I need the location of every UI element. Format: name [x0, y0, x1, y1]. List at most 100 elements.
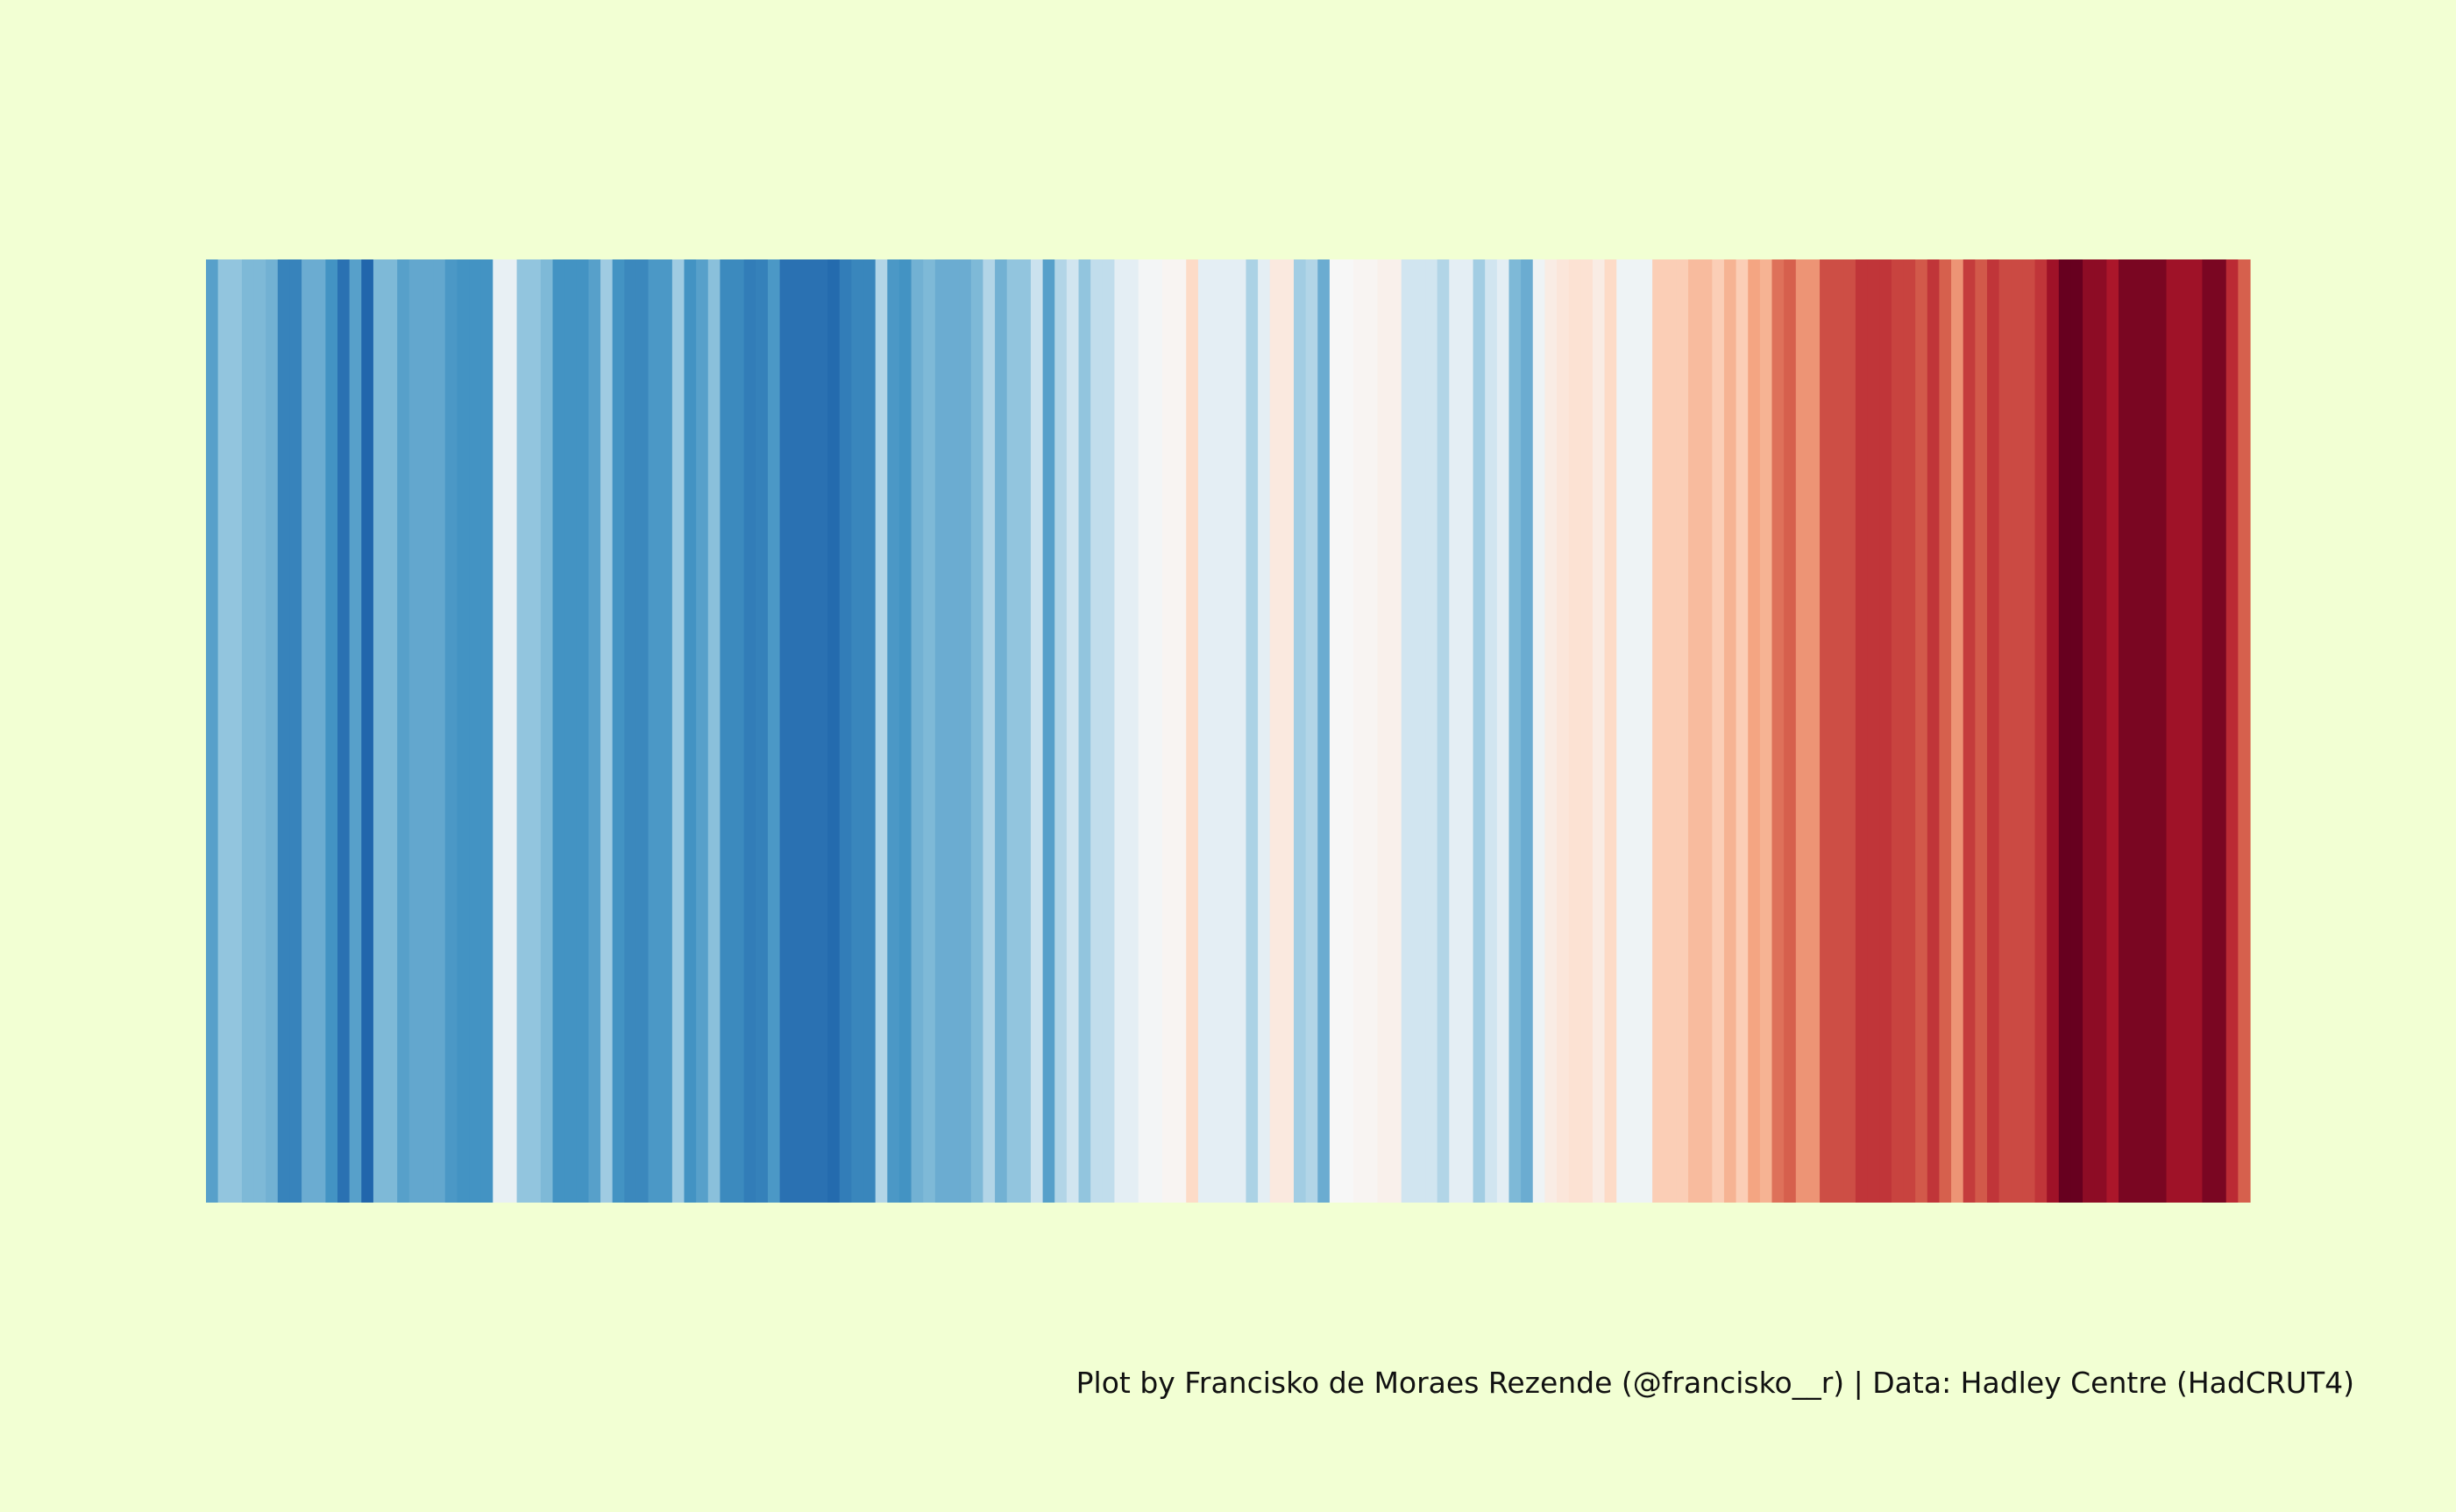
stripe-22 [469, 259, 482, 1203]
stripe-127 [1723, 259, 1737, 1203]
stripe-84 [1210, 259, 1223, 1203]
stripe-55 [863, 259, 877, 1203]
stripe-4 [253, 259, 266, 1203]
stripe-51 [815, 259, 828, 1203]
stripe-142 [1903, 259, 1916, 1203]
stripe-89 [1269, 259, 1282, 1203]
stripe-31 [576, 259, 589, 1203]
stripe-83 [1197, 259, 1211, 1203]
stripe-97 [1365, 259, 1379, 1203]
stripe-145 [1939, 259, 1952, 1203]
stripe-113 [1557, 259, 1570, 1203]
stripe-128 [1736, 259, 1749, 1203]
stripe-23 [480, 259, 493, 1203]
stripe-96 [1353, 259, 1366, 1203]
stripe-11 [337, 259, 351, 1203]
stripe-147 [1963, 259, 1976, 1203]
stripe-115 [1580, 259, 1594, 1203]
stripe-170 [2238, 259, 2251, 1203]
stripe-88 [1258, 259, 1271, 1203]
stripe-143 [1915, 259, 1928, 1203]
stripe-29 [552, 259, 565, 1203]
stripe-144 [1927, 259, 1941, 1203]
stripe-94 [1329, 259, 1343, 1203]
stripe-164 [2166, 259, 2179, 1203]
stripe-98 [1377, 259, 1390, 1203]
stripe-58 [898, 259, 912, 1203]
stripe-93 [1317, 259, 1331, 1203]
stripe-104 [1449, 259, 1462, 1203]
stripe-14 [373, 259, 387, 1203]
stripe-56 [875, 259, 888, 1203]
stripe-81 [1174, 259, 1187, 1203]
stripe-148 [1975, 259, 1988, 1203]
stripe-68 [1019, 259, 1032, 1203]
stripe-152 [2022, 259, 2036, 1203]
stripe-155 [2058, 259, 2072, 1203]
stripe-119 [1628, 259, 1642, 1203]
stripe-154 [2047, 259, 2060, 1203]
stripe-76 [1114, 259, 1127, 1203]
stripe-109 [1508, 259, 1522, 1203]
stripe-52 [827, 259, 841, 1203]
stripe-134 [1807, 259, 1821, 1203]
stripe-126 [1712, 259, 1725, 1203]
stripe-133 [1795, 259, 1809, 1203]
stripe-79 [1150, 259, 1163, 1203]
stripe-163 [2154, 259, 2168, 1203]
stripe-78 [1138, 259, 1151, 1203]
stripe-16 [397, 259, 410, 1203]
stripe-44 [732, 259, 745, 1203]
stripe-26 [516, 259, 529, 1203]
stripe-102 [1425, 259, 1438, 1203]
stripe-120 [1640, 259, 1653, 1203]
stripe-99 [1389, 259, 1402, 1203]
stripe-165 [2178, 259, 2191, 1203]
stripe-158 [2094, 259, 2107, 1203]
stripe-129 [1748, 259, 1761, 1203]
stripe-85 [1222, 259, 1235, 1203]
stripe-47 [767, 259, 781, 1203]
stripe-24 [493, 259, 506, 1203]
stripe-15 [385, 259, 398, 1203]
stripe-138 [1855, 259, 1869, 1203]
stripe-167 [2202, 259, 2215, 1203]
stripe-70 [1042, 259, 1055, 1203]
stripe-153 [2034, 259, 2048, 1203]
stripe-65 [983, 259, 996, 1203]
stripe-74 [1090, 259, 1104, 1203]
stripe-105 [1460, 259, 1474, 1203]
stripe-2 [230, 259, 243, 1203]
stripe-110 [1521, 259, 1534, 1203]
stripe-71 [1054, 259, 1068, 1203]
stripe-10 [325, 259, 338, 1203]
stripe-157 [2083, 259, 2096, 1203]
stripe-57 [887, 259, 900, 1203]
stripe-0 [206, 259, 219, 1203]
stripe-42 [707, 259, 721, 1203]
stripe-130 [1759, 259, 1773, 1203]
stripe-21 [457, 259, 470, 1203]
stripe-116 [1592, 259, 1606, 1203]
stripe-34 [612, 259, 625, 1203]
stripe-46 [756, 259, 769, 1203]
stripe-25 [504, 259, 518, 1203]
stripe-27 [529, 259, 542, 1203]
stripe-77 [1126, 259, 1139, 1203]
stripe-160 [2118, 259, 2132, 1203]
stripe-100 [1401, 259, 1414, 1203]
stripe-86 [1233, 259, 1247, 1203]
stripe-7 [289, 259, 302, 1203]
stripe-82 [1186, 259, 1199, 1203]
stripe-92 [1305, 259, 1318, 1203]
stripe-62 [947, 259, 960, 1203]
stripe-33 [600, 259, 614, 1203]
stripe-64 [970, 259, 984, 1203]
stripe-123 [1676, 259, 1689, 1203]
stripe-43 [720, 259, 733, 1203]
stripe-12 [349, 259, 362, 1203]
stripe-59 [911, 259, 924, 1203]
stripe-121 [1652, 259, 1665, 1203]
stripe-125 [1700, 259, 1713, 1203]
